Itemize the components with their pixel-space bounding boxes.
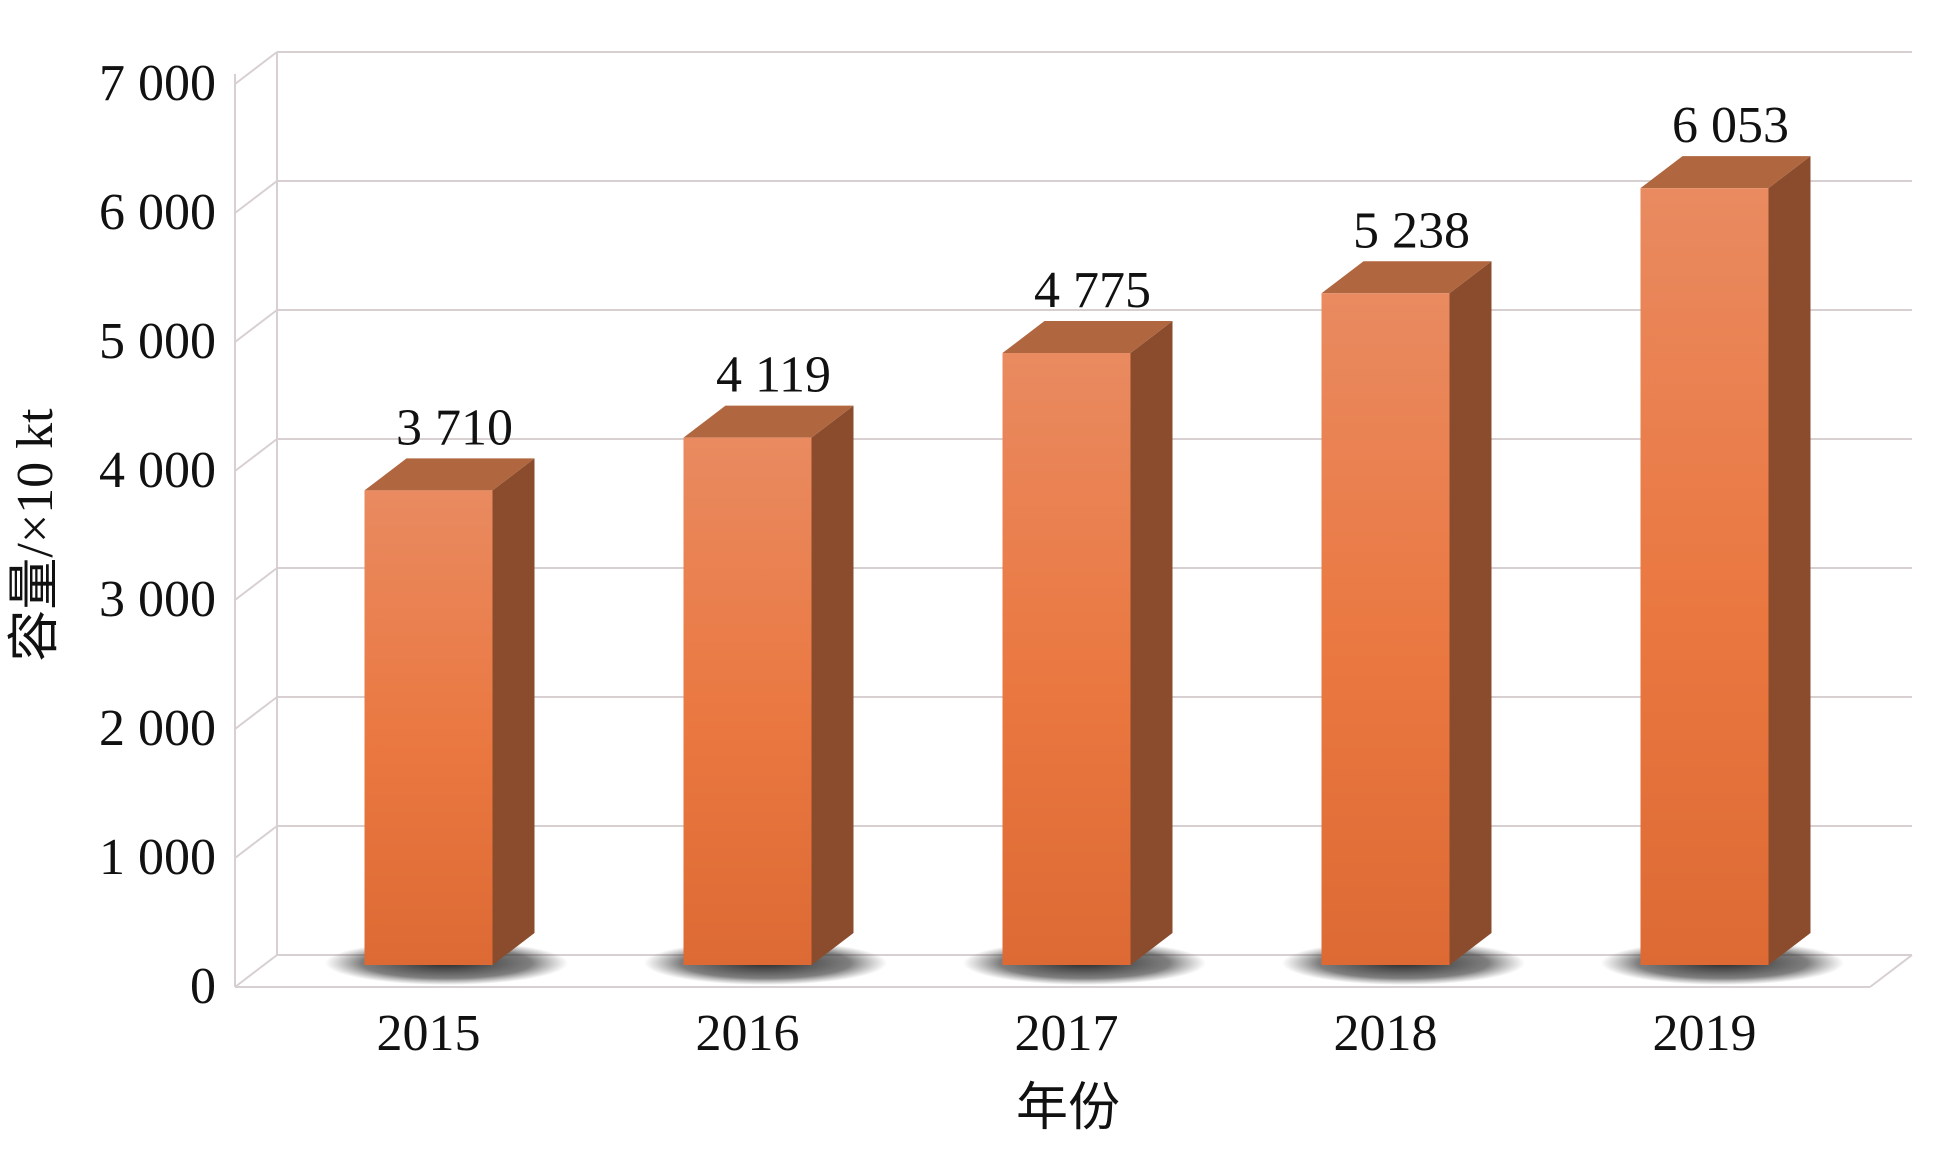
bar-top-face	[683, 405, 854, 438]
y-tick-label: 7 000	[99, 55, 216, 112]
x-tick-label: 2017	[1015, 1005, 1119, 1062]
bar-front-face	[1321, 293, 1450, 966]
gridline-side-7000	[234, 51, 278, 85]
bar-front-face	[1640, 188, 1769, 966]
label-layer: 0 1 000 2 000 3 000 4 000 5 000 6 000 7 000 3 71…	[99, 55, 1789, 1062]
axis-layer	[234, 74, 1913, 988]
gridline-side-6000	[234, 180, 278, 214]
x-tick-label: 2016	[696, 1005, 800, 1062]
bar-side-face	[811, 405, 854, 965]
y-tick-label: 0	[190, 958, 216, 1015]
bar-top-face	[1002, 321, 1173, 354]
bar-top-face	[364, 458, 535, 491]
gridline-side-4000	[234, 438, 278, 472]
bar-2019	[1600, 156, 1845, 985]
bar-2017	[962, 321, 1207, 985]
y-tick-label: 6 000	[99, 184, 216, 241]
gridline-side-5000	[234, 309, 278, 343]
y-tick-label: 2 000	[99, 700, 216, 757]
bar-front-face	[364, 490, 493, 965]
bar-top-face	[1321, 261, 1492, 294]
bar-2016	[643, 405, 888, 985]
gridline-side-2000	[234, 696, 278, 730]
y-tick-label: 4 000	[99, 442, 216, 499]
x-axis-title: 年份	[1016, 1080, 1120, 1137]
bar-2018	[1281, 261, 1526, 985]
data-label: 5 238	[1353, 202, 1470, 259]
gridline-side-0	[234, 954, 278, 988]
data-label: 4 119	[716, 347, 831, 404]
bar-side-face	[1449, 261, 1492, 966]
gridline-side-3000	[234, 567, 278, 601]
bar-side-face	[1130, 321, 1173, 965]
bar-2015	[324, 458, 569, 985]
bar-front-face	[683, 437, 812, 965]
x-tick-label: 2018	[1334, 1005, 1438, 1062]
y-tick-label: 1 000	[99, 829, 216, 886]
data-label: 3 710	[396, 399, 513, 456]
y-tick-label: 5 000	[99, 313, 216, 370]
y-axis-title: 容量/×10 kt	[7, 408, 64, 662]
bar-top-face	[1640, 156, 1811, 189]
floor-right-edge	[1869, 954, 1913, 988]
gridline-side-1000	[234, 825, 278, 859]
data-label: 4 775	[1034, 262, 1151, 319]
x-tick-label: 2015	[377, 1005, 481, 1062]
y-tick-label: 3 000	[99, 571, 216, 628]
bar-side-face	[1768, 156, 1811, 966]
bar-side-face	[492, 458, 535, 965]
bar-layer	[324, 156, 1845, 985]
data-label: 6 053	[1672, 97, 1789, 154]
bar-front-face	[1002, 353, 1131, 965]
x-tick-label: 2019	[1653, 1005, 1757, 1062]
